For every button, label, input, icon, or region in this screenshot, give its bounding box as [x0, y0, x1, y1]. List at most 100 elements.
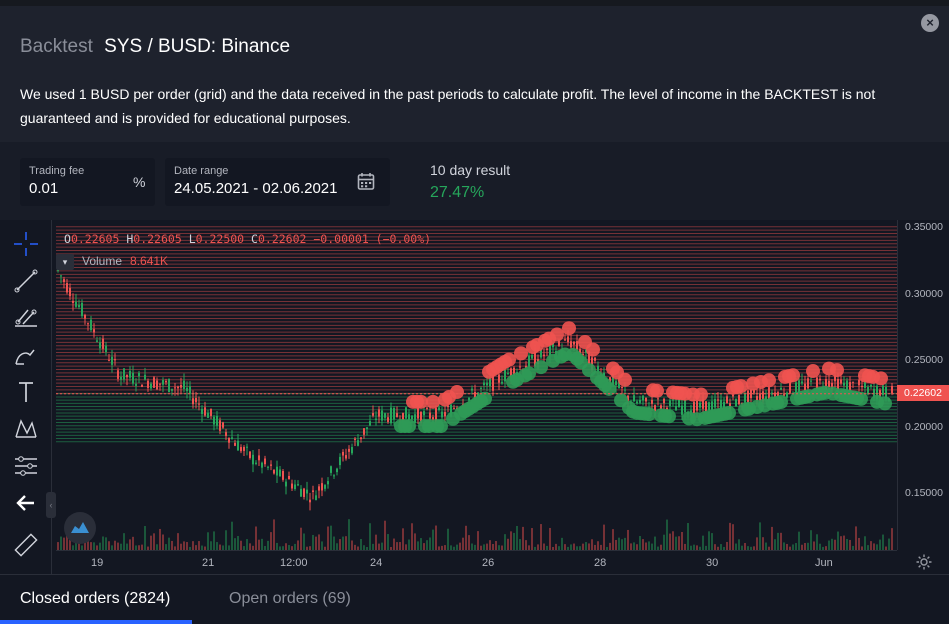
volume-bar	[117, 542, 119, 550]
result-label: 10 day result	[430, 162, 511, 178]
pattern-icon[interactable]	[12, 415, 40, 443]
volume-bar	[888, 538, 890, 550]
crosshair-icon[interactable]	[12, 230, 40, 258]
volume-bar	[891, 528, 893, 550]
volume-bar	[387, 534, 389, 550]
date-range-value[interactable]: 24.05.2021 - 02.06.2021	[174, 180, 338, 197]
trading-fee-field[interactable]: Trading fee 0.01 %	[20, 158, 155, 206]
candle-body	[99, 342, 101, 349]
volume-bar	[297, 540, 299, 550]
time-tick: 12:00	[280, 557, 308, 569]
volume-bar	[348, 519, 350, 550]
sell-order-marker	[414, 394, 428, 409]
ruler-icon[interactable]	[12, 531, 40, 559]
volume-bar	[666, 519, 668, 550]
open-value: 0.22605	[70, 232, 120, 246]
volume-bar	[237, 536, 239, 550]
candle-body	[219, 420, 221, 431]
candle-body	[225, 432, 227, 436]
candle-body	[588, 351, 590, 365]
volume-bar	[492, 543, 494, 550]
volume-bar	[234, 538, 236, 550]
volume-bar	[360, 538, 362, 550]
volume-bar	[840, 536, 842, 550]
prediction-icon[interactable]	[12, 452, 40, 480]
volume-bar	[858, 537, 860, 550]
trading-fee-value[interactable]: 0.01	[29, 180, 59, 197]
back-arrow-icon[interactable]	[12, 489, 40, 517]
volume-bar	[399, 542, 401, 550]
volume-bar	[564, 544, 566, 550]
time-tick: 19	[91, 557, 104, 569]
candle-body	[615, 381, 617, 386]
candle-body	[651, 399, 653, 404]
candle-body	[447, 405, 449, 408]
volume-bar	[162, 534, 164, 550]
tradingview-logo-icon[interactable]	[64, 512, 96, 544]
volume-bar	[339, 539, 341, 550]
candle-body	[129, 370, 131, 378]
volume-bar	[321, 541, 323, 550]
time-tick: 26	[482, 557, 495, 569]
date-range-field[interactable]: Date range 24.05.2021 - 02.06.2021	[165, 158, 390, 206]
volume-bar	[546, 545, 548, 550]
volume-bar	[789, 546, 791, 550]
sell-order-marker	[562, 321, 576, 336]
candle-body	[258, 455, 260, 461]
volume-bar	[75, 541, 77, 550]
fib-icon[interactable]	[12, 304, 40, 332]
volume-bar	[576, 546, 578, 550]
volume-bar	[417, 541, 419, 550]
chevron-down-icon[interactable]: ▾	[56, 254, 74, 270]
candle-body	[438, 407, 440, 410]
brush-icon[interactable]	[12, 341, 40, 369]
candle-body	[93, 329, 95, 333]
volume-bar	[684, 543, 686, 550]
volume-bar	[189, 546, 191, 550]
price-tick: 0.20000	[905, 421, 943, 433]
volume-bar	[669, 533, 671, 550]
volume-bar	[741, 545, 743, 550]
candle-body	[867, 387, 869, 395]
volume-bar	[231, 521, 233, 550]
calendar-icon[interactable]	[357, 172, 375, 191]
candle-body	[558, 341, 560, 346]
volume-bar	[618, 537, 620, 550]
volume-bar	[138, 545, 140, 550]
volume-bar	[522, 526, 524, 550]
volume-bar	[519, 539, 521, 550]
candle-body	[786, 392, 788, 398]
candle-body	[135, 383, 137, 386]
text-icon[interactable]	[12, 378, 40, 406]
volume-bar	[468, 535, 470, 550]
toolbar-collapse-handle[interactable]: ‹	[46, 492, 56, 518]
candle-body	[519, 366, 521, 368]
volume-bar	[756, 537, 758, 550]
close-icon[interactable]: ×	[921, 14, 939, 32]
candle-body	[357, 440, 359, 446]
candle-body	[267, 466, 269, 468]
volume-bar	[318, 534, 320, 550]
tab-closed-orders[interactable]: Closed orders (2824)	[20, 590, 171, 607]
candle-body	[324, 485, 326, 489]
volume-bar	[72, 545, 74, 550]
candle-body	[525, 365, 527, 368]
candle-body	[636, 401, 638, 404]
gear-icon[interactable]	[915, 553, 933, 571]
sell-order-marker	[618, 372, 632, 387]
volume-bar	[582, 543, 584, 550]
volume-bar	[96, 545, 98, 550]
price-chart[interactable]	[56, 220, 897, 550]
volume-bar	[444, 545, 446, 550]
tab-open-orders[interactable]: Open orders (69)	[229, 590, 351, 607]
sell-order-marker	[450, 385, 464, 400]
volume-bar	[876, 544, 878, 550]
candle-body	[237, 440, 239, 451]
candle-body	[738, 394, 740, 405]
volume-bar	[366, 546, 368, 550]
time-scale[interactable]	[56, 550, 897, 574]
candle-body	[162, 380, 164, 385]
trend-line-icon[interactable]	[12, 267, 40, 295]
sell-order-marker	[502, 352, 516, 367]
candle-body	[657, 398, 659, 400]
